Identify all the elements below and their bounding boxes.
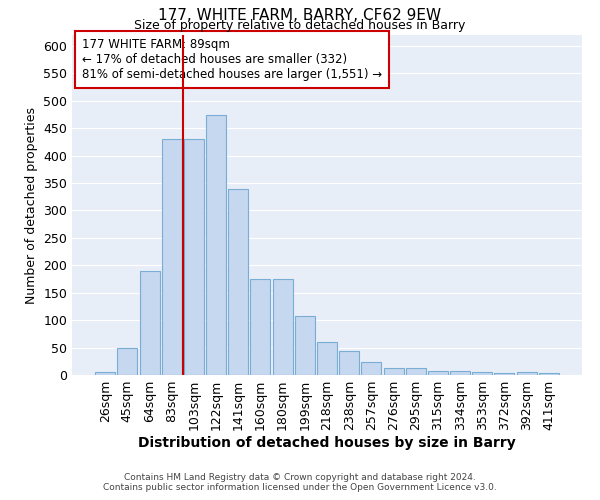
Y-axis label: Number of detached properties: Number of detached properties bbox=[25, 106, 38, 304]
Bar bbox=[428, 370, 448, 375]
Bar bbox=[228, 188, 248, 375]
Bar bbox=[361, 362, 382, 375]
Bar bbox=[383, 368, 404, 375]
Bar bbox=[184, 139, 204, 375]
Bar bbox=[517, 372, 536, 375]
Bar bbox=[539, 373, 559, 375]
Bar bbox=[317, 342, 337, 375]
Text: Size of property relative to detached houses in Barry: Size of property relative to detached ho… bbox=[134, 18, 466, 32]
Bar bbox=[295, 316, 315, 375]
Bar bbox=[95, 372, 115, 375]
Bar bbox=[162, 139, 182, 375]
X-axis label: Distribution of detached houses by size in Barry: Distribution of detached houses by size … bbox=[138, 436, 516, 450]
Bar bbox=[272, 279, 293, 375]
Text: 177 WHITE FARM: 89sqm
← 17% of detached houses are smaller (332)
81% of semi-det: 177 WHITE FARM: 89sqm ← 17% of detached … bbox=[82, 38, 382, 82]
Bar bbox=[250, 279, 271, 375]
Bar bbox=[140, 271, 160, 375]
Bar bbox=[118, 348, 137, 375]
Bar bbox=[472, 372, 492, 375]
Bar bbox=[406, 368, 426, 375]
Bar bbox=[339, 351, 359, 375]
Bar bbox=[450, 371, 470, 375]
Bar bbox=[494, 373, 514, 375]
Text: Contains HM Land Registry data © Crown copyright and database right 2024.
Contai: Contains HM Land Registry data © Crown c… bbox=[103, 473, 497, 492]
Text: 177, WHITE FARM, BARRY, CF62 9EW: 177, WHITE FARM, BARRY, CF62 9EW bbox=[158, 8, 442, 22]
Bar bbox=[206, 114, 226, 375]
